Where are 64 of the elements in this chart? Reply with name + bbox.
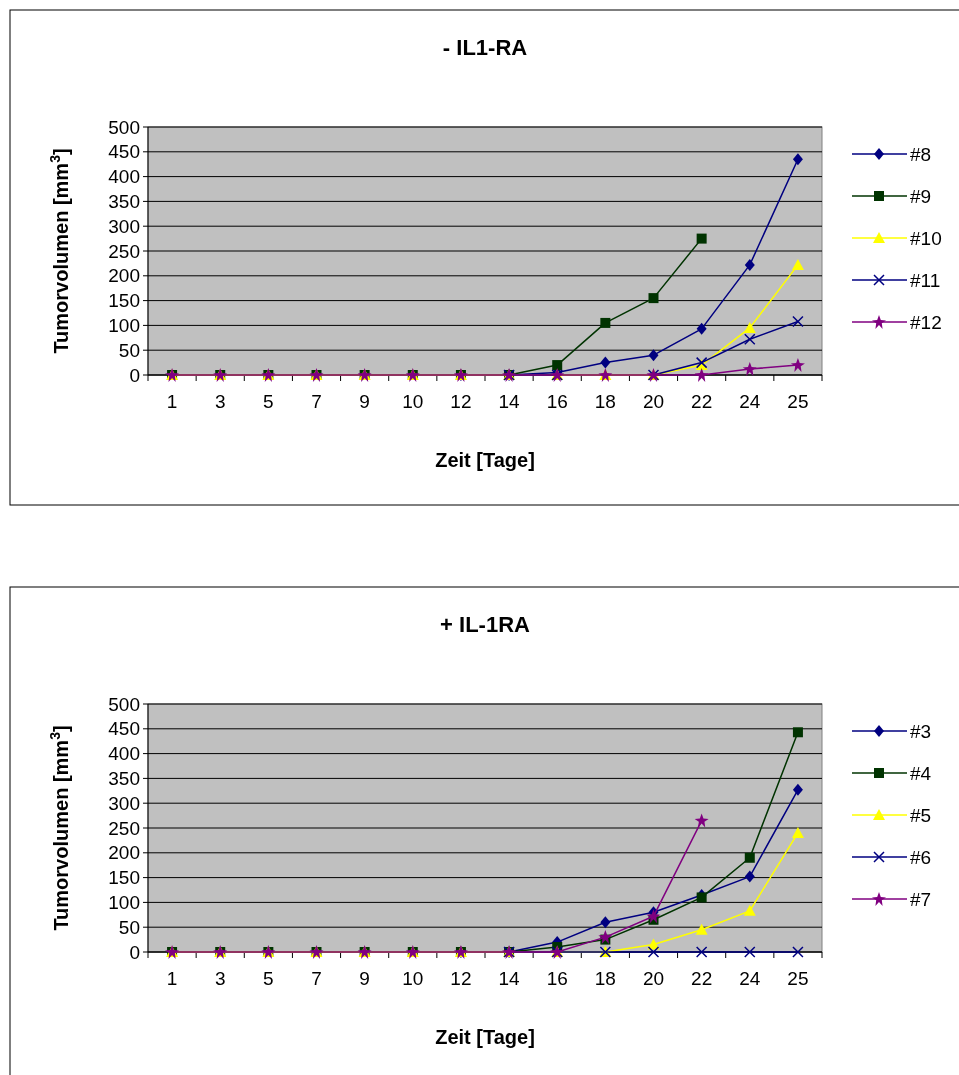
legend-label: #12 xyxy=(910,311,942,333)
y-tick-label: 150 xyxy=(108,867,140,889)
x-tick-label: 20 xyxy=(642,968,665,989)
x-tick-label: 5 xyxy=(263,391,274,412)
x-tick-label: 24 xyxy=(739,391,761,412)
x-tick-label: 5 xyxy=(263,968,274,989)
x-tick-label: 7 xyxy=(311,968,322,989)
x-tick-label: 3 xyxy=(214,391,226,412)
x-tick-label: 12 xyxy=(450,968,472,989)
y-tick-label: 300 xyxy=(108,792,140,814)
x-tick-label: 25 xyxy=(787,968,809,989)
y-tick-label: 200 xyxy=(108,265,140,287)
x-tick-label: 10 xyxy=(402,391,424,412)
legend-label: #10 xyxy=(910,227,942,249)
y-tick-label: 100 xyxy=(108,892,140,914)
x-tick-label: 9 xyxy=(359,391,370,412)
x-tick-label: 16 xyxy=(546,391,568,412)
legend-label: #6 xyxy=(910,846,932,868)
legend-label: #4 xyxy=(910,762,932,784)
x-tick-label: 18 xyxy=(594,968,616,989)
y-tick-label: 50 xyxy=(118,916,140,938)
legend-label: #9 xyxy=(910,185,932,207)
x-axis-title: Zeit [Tage] xyxy=(435,1026,535,1048)
x-tick-label: 22 xyxy=(691,968,713,989)
x-tick-label: 12 xyxy=(450,391,472,412)
x-tick-label: 1 xyxy=(166,968,178,989)
y-tick-label: 250 xyxy=(108,240,140,262)
x-tick-label: 25 xyxy=(787,391,809,412)
y-tick-label: 250 xyxy=(108,817,140,839)
x-tick-label: 24 xyxy=(739,968,761,989)
y-tick-label: 150 xyxy=(108,290,140,312)
x-tick-label: 16 xyxy=(546,968,568,989)
y-tick-label: 300 xyxy=(108,215,140,237)
y-tick-label: 450 xyxy=(108,141,140,163)
y-tick-label: 200 xyxy=(108,842,140,864)
legend-label: #7 xyxy=(910,888,932,910)
x-tick-label: 22 xyxy=(691,391,713,412)
y-tick-label: 500 xyxy=(108,116,140,138)
y-tick-label: 500 xyxy=(108,693,140,715)
y-tick-label: 350 xyxy=(108,768,140,790)
y-tick-label: 450 xyxy=(108,718,140,740)
x-tick-label: 14 xyxy=(498,968,521,989)
x-tick-label: 18 xyxy=(594,391,616,412)
y-tick-label: 0 xyxy=(129,941,140,963)
legend-label: #5 xyxy=(910,804,932,826)
y-tick-label: 400 xyxy=(108,743,140,765)
x-tick-label: 3 xyxy=(214,968,226,989)
x-tick-label: 10 xyxy=(402,968,424,989)
legend-label: #11 xyxy=(910,269,941,291)
y-tick-label: 350 xyxy=(108,191,140,213)
legend-label: #3 xyxy=(910,720,932,742)
chart-title: + IL-1RA xyxy=(440,612,531,637)
y-tick-label: 50 xyxy=(118,339,140,361)
y-tick-label: 0 xyxy=(129,364,140,386)
x-tick-label: 20 xyxy=(642,391,665,412)
x-axis-title: Zeit [Tage] xyxy=(435,449,535,471)
x-tick-label: 14 xyxy=(498,391,521,412)
x-tick-label: 1 xyxy=(166,391,178,412)
x-tick-label: 7 xyxy=(311,391,322,412)
chart-title: - IL1-RA xyxy=(442,35,528,60)
x-tick-label: 9 xyxy=(359,968,370,989)
y-tick-label: 400 xyxy=(108,166,140,188)
y-tick-label: 100 xyxy=(108,315,140,337)
legend-label: #8 xyxy=(910,143,932,165)
